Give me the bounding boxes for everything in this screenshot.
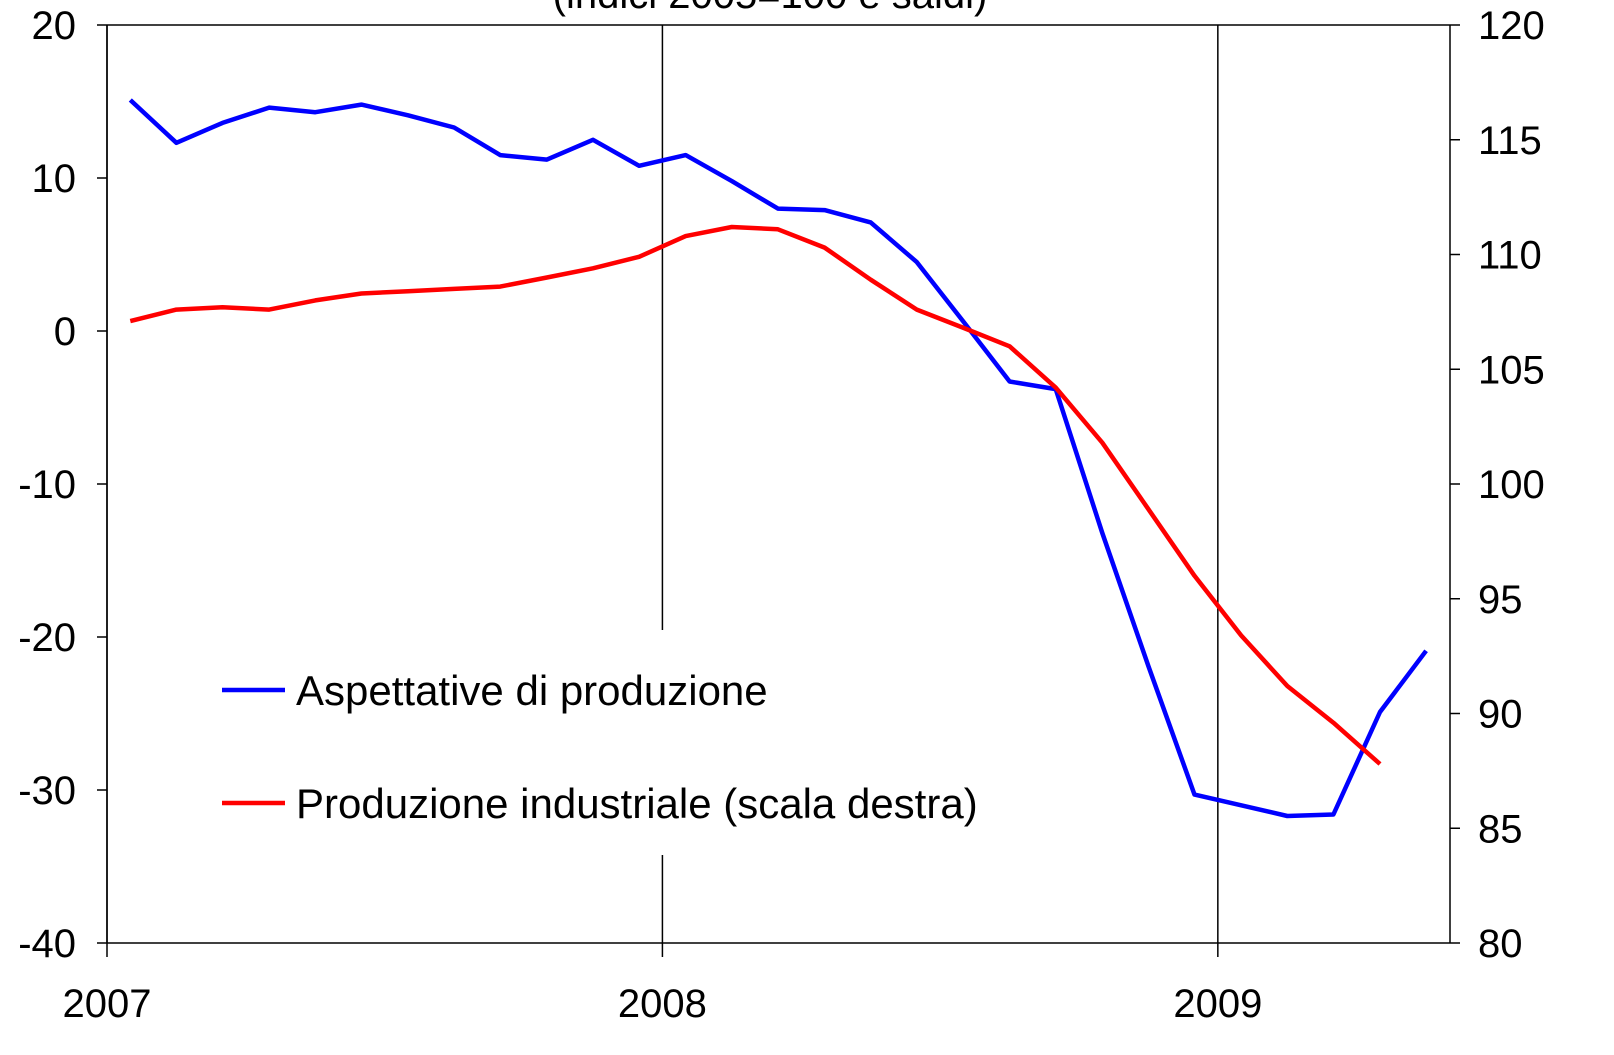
legend-box — [215, 630, 1100, 855]
y-tick-label: -10 — [18, 463, 76, 507]
legend-label: Produzione industriale (scala destra) — [296, 780, 978, 827]
y2-tick-label: 80 — [1478, 922, 1523, 966]
y-tick-label: 10 — [32, 157, 77, 201]
y-tick-label: 0 — [54, 310, 76, 354]
y2-tick-label: 120 — [1478, 4, 1545, 48]
y-tick-label: -30 — [18, 769, 76, 813]
x-tick-label: 2008 — [618, 982, 707, 1026]
legend-label: Aspettative di produzione — [296, 667, 768, 714]
y-tick-label: -40 — [18, 922, 76, 966]
y2-tick-label: 95 — [1478, 578, 1523, 622]
y-tick-label: -20 — [18, 616, 76, 660]
y2-tick-label: 100 — [1478, 463, 1545, 507]
series-line — [128, 98, 1428, 819]
y2-tick-label: 90 — [1478, 693, 1523, 737]
chart-subtitle: (indici 2005=100 e saldi) — [553, 0, 988, 17]
y2-tick-label: 105 — [1478, 348, 1545, 392]
y2-tick-label: 85 — [1478, 807, 1523, 851]
x-tick-label: 2007 — [63, 982, 152, 1026]
y-tick-label: 20 — [32, 4, 77, 48]
y2-tick-label: 110 — [1478, 234, 1542, 278]
series-line — [129, 224, 1382, 766]
x-tick-label: 2009 — [1173, 982, 1262, 1026]
y2-tick-label: 115 — [1478, 119, 1542, 163]
